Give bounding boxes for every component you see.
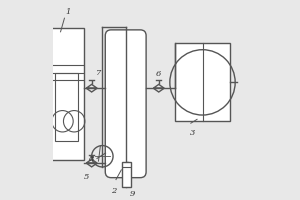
Text: 3: 3: [190, 129, 196, 137]
Text: 6: 6: [156, 70, 161, 78]
Bar: [55, 73, 78, 141]
Text: 2: 2: [111, 187, 117, 195]
FancyBboxPatch shape: [105, 30, 146, 178]
Bar: [175, 43, 230, 121]
Text: 7: 7: [96, 69, 101, 77]
Text: 9: 9: [130, 190, 135, 198]
Text: 5: 5: [84, 173, 89, 181]
Bar: [49, 28, 84, 160]
Bar: [122, 162, 130, 187]
Text: 8: 8: [89, 155, 94, 163]
Text: 1: 1: [66, 8, 71, 16]
